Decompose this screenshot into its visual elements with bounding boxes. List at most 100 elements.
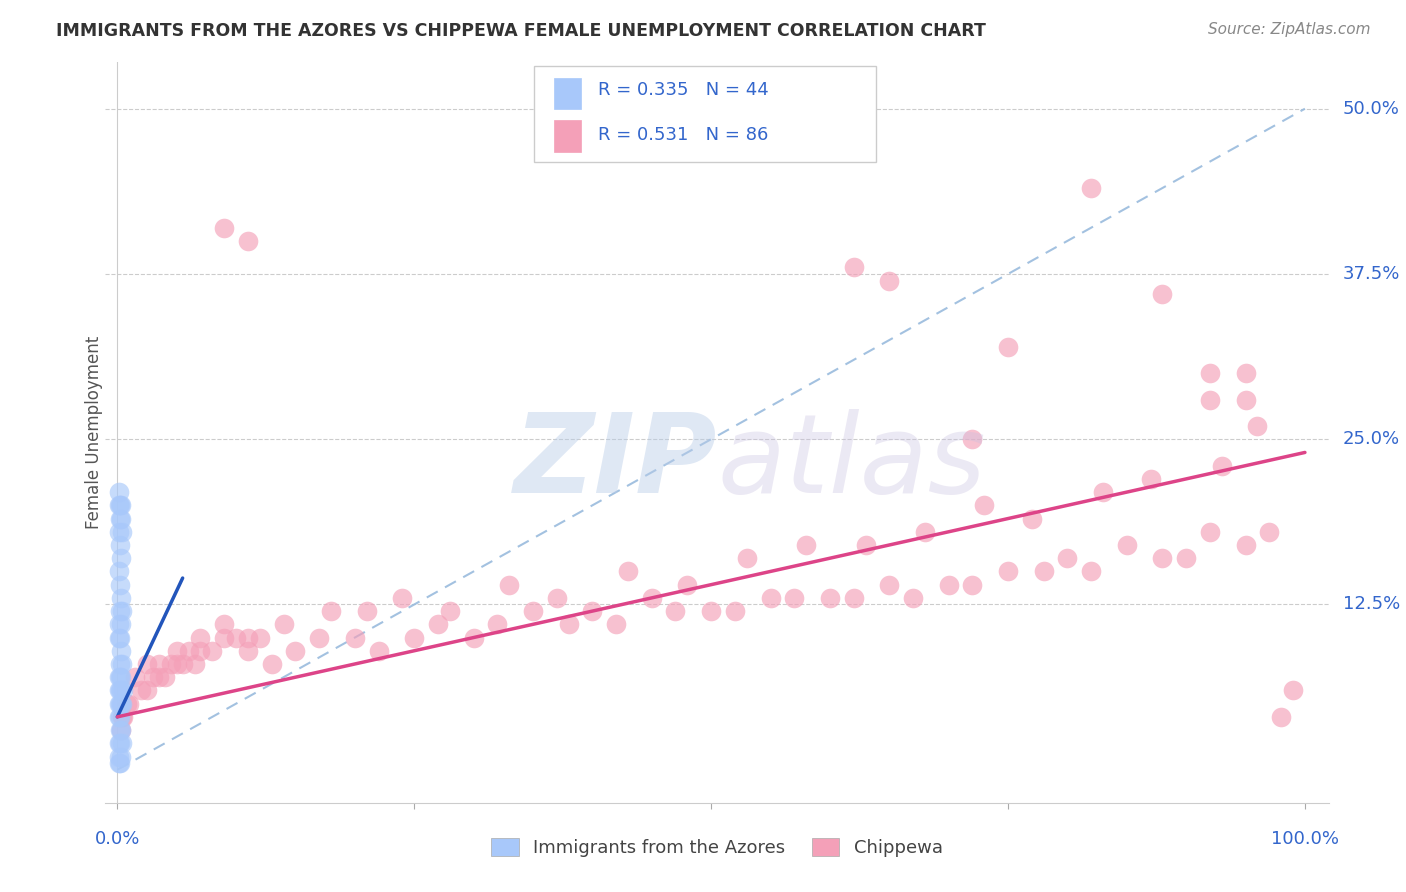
Point: [962, 577, 984, 591]
Point: [142, 670, 165, 684]
Point: [783, 591, 806, 605]
Point: [108, 657, 131, 671]
Point: [1234, 392, 1257, 407]
Point: [855, 538, 877, 552]
Point: [343, 631, 366, 645]
Point: [153, 670, 176, 684]
Point: [794, 538, 817, 552]
Point: [108, 631, 131, 645]
Point: [1199, 366, 1222, 380]
Point: [1270, 710, 1292, 724]
Point: [108, 670, 131, 684]
Point: [1234, 366, 1257, 380]
Point: [724, 604, 747, 618]
FancyBboxPatch shape: [533, 66, 876, 162]
Point: [1056, 551, 1078, 566]
Point: [463, 631, 485, 645]
Point: [427, 617, 450, 632]
Point: [273, 617, 295, 632]
Point: [356, 604, 378, 618]
Text: IMMIGRANTS FROM THE AZORES VS CHIPPEWA FEMALE UNEMPLOYMENT CORRELATION CHART: IMMIGRANTS FROM THE AZORES VS CHIPPEWA F…: [56, 22, 986, 40]
Point: [110, 644, 132, 658]
Text: atlas: atlas: [717, 409, 986, 516]
Legend: Immigrants from the Azores, Chippewa: Immigrants from the Azores, Chippewa: [484, 830, 950, 864]
Point: [108, 723, 131, 737]
Point: [997, 565, 1019, 579]
Point: [107, 683, 129, 698]
Point: [901, 591, 924, 605]
Point: [177, 644, 200, 658]
Point: [107, 670, 129, 684]
Point: [108, 577, 131, 591]
Point: [236, 631, 259, 645]
Point: [1080, 565, 1102, 579]
Point: [107, 749, 129, 764]
Point: [1021, 511, 1043, 525]
Point: [148, 670, 170, 684]
Text: R = 0.531   N = 86: R = 0.531 N = 86: [599, 126, 769, 144]
Point: [108, 756, 131, 771]
Point: [107, 485, 129, 500]
Text: 50.0%: 50.0%: [1343, 100, 1399, 118]
Point: [877, 577, 900, 591]
Text: R = 0.335   N = 44: R = 0.335 N = 44: [599, 81, 769, 99]
Point: [148, 657, 170, 671]
Point: [108, 683, 131, 698]
Point: [1282, 683, 1305, 698]
Point: [107, 736, 129, 750]
Point: [190, 644, 212, 658]
Point: [1211, 458, 1233, 473]
Point: [108, 538, 131, 552]
Point: [112, 710, 135, 724]
Point: [842, 591, 865, 605]
Point: [1175, 551, 1198, 566]
Point: [249, 631, 271, 645]
Point: [111, 697, 134, 711]
Point: [190, 631, 212, 645]
Point: [1199, 392, 1222, 407]
Text: 0.0%: 0.0%: [94, 830, 141, 848]
Point: [136, 657, 159, 671]
Point: [973, 499, 995, 513]
Point: [129, 683, 152, 698]
Point: [107, 499, 129, 513]
FancyBboxPatch shape: [554, 120, 581, 152]
Point: [166, 644, 188, 658]
Point: [1032, 565, 1054, 579]
Point: [877, 274, 900, 288]
Point: [108, 604, 131, 618]
Point: [172, 657, 194, 671]
Point: [308, 631, 330, 645]
Point: [110, 697, 132, 711]
Point: [108, 697, 131, 711]
Point: [108, 736, 131, 750]
Point: [110, 683, 132, 698]
Point: [110, 511, 132, 525]
Point: [557, 617, 579, 632]
Y-axis label: Female Unemployment: Female Unemployment: [86, 336, 103, 529]
Point: [260, 657, 283, 671]
Point: [1139, 472, 1161, 486]
Point: [236, 644, 259, 658]
Point: [108, 710, 131, 724]
Point: [404, 631, 426, 645]
Point: [111, 524, 134, 539]
Point: [1152, 551, 1174, 566]
Point: [486, 617, 509, 632]
Point: [107, 697, 129, 711]
Point: [664, 604, 686, 618]
Point: [110, 723, 132, 737]
Point: [914, 524, 936, 539]
Point: [183, 657, 205, 671]
Point: [546, 591, 568, 605]
Text: 37.5%: 37.5%: [1343, 265, 1400, 283]
Point: [367, 644, 389, 658]
Point: [962, 432, 984, 446]
Point: [1246, 419, 1268, 434]
Text: 25.0%: 25.0%: [1343, 430, 1400, 449]
Point: [112, 683, 135, 698]
Point: [201, 644, 224, 658]
Point: [1080, 181, 1102, 195]
Point: [842, 260, 865, 275]
Point: [118, 697, 141, 711]
